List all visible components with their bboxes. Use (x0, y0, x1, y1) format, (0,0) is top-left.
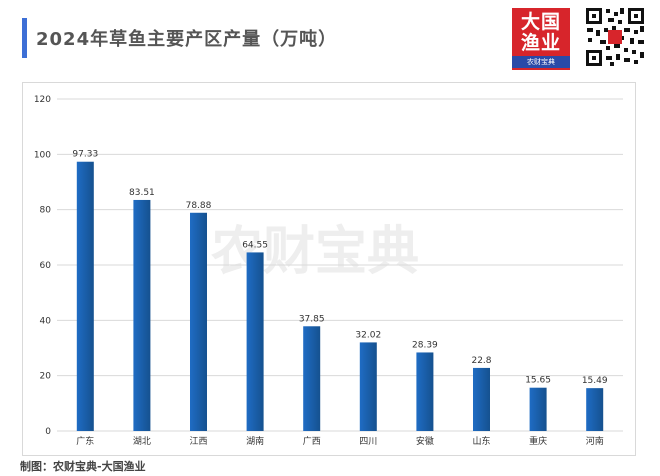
bar-10 (586, 388, 604, 431)
chart-title: 2024年草鱼主要产区产量（万吨） (36, 29, 338, 50)
x-tick-label: 湖北 (133, 436, 151, 447)
x-tick-label: 四川 (359, 437, 377, 447)
bar-8 (473, 367, 490, 431)
data-label: 28.39 (412, 340, 438, 350)
bar-1 (76, 161, 94, 431)
bar-2 (133, 199, 151, 431)
data-label: 64.55 (242, 240, 268, 250)
bar-4 (246, 252, 264, 431)
watermark-text: 农财宝典 (211, 222, 419, 282)
x-axis-ticks: 广东 湖北 江西 湖南 广西 四川 安徽 山东 重庆 河南 (76, 435, 603, 447)
data-label: 32.02 (355, 330, 381, 340)
data-label: 97.33 (72, 150, 98, 160)
data-labels: 97.33 83.51 78.88 64.55 37.85 32.02 28.39 22.8 1… (72, 150, 607, 386)
footer-credit: 制图：农财宝典-大国渔业 (20, 460, 146, 473)
title-accent-bar (22, 18, 27, 58)
x-tick-label: 湖南 (246, 435, 264, 447)
x-tick-label: 广西 (303, 435, 321, 447)
y-tick-label: 120 (34, 95, 51, 105)
bar-chart: 农财宝典 0 20 40 60 80 100 120 97.33 83.51 78.88 64.5… (34, 95, 623, 447)
x-tick-label: 江西 (189, 436, 207, 447)
x-tick-label: 重庆 (529, 435, 547, 447)
brand-logo: 大国 渔业 农财宝典 (512, 8, 570, 70)
bar-6 (359, 342, 377, 431)
y-tick-label: 100 (34, 150, 51, 160)
data-label: 37.85 (299, 314, 325, 324)
data-label: 22.8 (471, 356, 491, 366)
bar-5 (303, 326, 321, 431)
y-tick-label: 0 (45, 427, 51, 437)
logo-line-2: 渔业 (520, 32, 561, 54)
y-tick-label: 20 (40, 372, 52, 382)
bar-9 (529, 387, 547, 431)
bar-3 (190, 212, 207, 431)
x-tick-label: 安徽 (416, 435, 434, 447)
data-label: 15.49 (582, 376, 608, 386)
y-tick-label: 40 (40, 316, 52, 326)
x-tick-label: 山东 (472, 435, 490, 447)
gridlines (57, 98, 623, 432)
logo-line-3: 农财宝典 (512, 56, 570, 68)
y-tick-label: 60 (40, 261, 52, 271)
data-label: 78.88 (186, 201, 212, 211)
bars (76, 161, 604, 431)
logo-line-1: 大国 (520, 11, 561, 33)
qr-code-icon (584, 6, 646, 68)
bar-7 (416, 352, 434, 431)
chart-frame: 农财宝典 0 20 40 60 80 100 120 97.33 83.51 78.88 64.5… (22, 82, 636, 456)
data-label: 83.51 (129, 188, 155, 198)
data-label: 15.65 (525, 376, 551, 386)
y-axis-ticks: 0 20 40 60 80 100 120 (34, 95, 51, 437)
y-tick-label: 80 (40, 206, 52, 216)
x-tick-label: 河南 (586, 435, 604, 447)
x-tick-label: 广东 (76, 435, 94, 447)
